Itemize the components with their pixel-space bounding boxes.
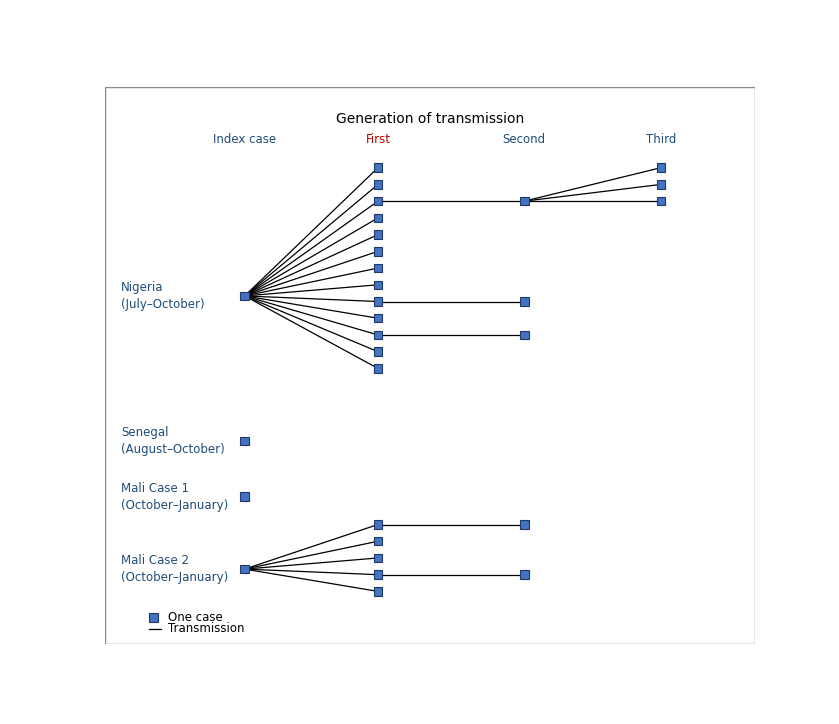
Bar bbox=[373, 197, 383, 206]
Text: Transmission: Transmission bbox=[168, 622, 244, 635]
Bar bbox=[373, 164, 383, 172]
Bar bbox=[520, 197, 529, 206]
Bar bbox=[373, 554, 383, 562]
Text: Third: Third bbox=[646, 133, 676, 146]
Bar bbox=[241, 292, 249, 300]
Bar bbox=[241, 565, 249, 573]
Bar bbox=[657, 197, 665, 206]
Bar bbox=[373, 348, 383, 356]
Bar bbox=[373, 571, 383, 579]
Bar bbox=[373, 587, 383, 596]
Bar bbox=[241, 437, 249, 445]
Text: Index case: Index case bbox=[213, 133, 276, 146]
Bar bbox=[241, 492, 249, 501]
Bar bbox=[373, 264, 383, 272]
Bar bbox=[657, 180, 665, 189]
Bar bbox=[373, 521, 383, 529]
Bar bbox=[373, 214, 383, 222]
Text: Mali Case 2
(October–January): Mali Case 2 (October–January) bbox=[121, 554, 228, 584]
Bar bbox=[373, 247, 383, 256]
Bar bbox=[373, 230, 383, 239]
Bar bbox=[373, 537, 383, 545]
Bar bbox=[373, 364, 383, 373]
Text: Generation of transmission: Generation of transmission bbox=[336, 112, 524, 126]
Bar bbox=[373, 281, 383, 289]
Bar bbox=[520, 331, 529, 339]
Text: Mali Case 1
(October–January): Mali Case 1 (October–January) bbox=[121, 481, 228, 512]
Bar bbox=[373, 180, 383, 189]
Bar bbox=[520, 571, 529, 579]
Text: Senegal
(August–October): Senegal (August–October) bbox=[121, 426, 225, 456]
Bar bbox=[520, 521, 529, 529]
Text: One case: One case bbox=[168, 611, 222, 624]
Bar bbox=[373, 298, 383, 306]
Text: Second: Second bbox=[503, 133, 546, 146]
Bar bbox=[149, 613, 158, 622]
Text: Nigeria
(July–October): Nigeria (July–October) bbox=[121, 281, 205, 311]
Bar bbox=[520, 298, 529, 306]
Text: First: First bbox=[366, 133, 390, 146]
Bar bbox=[657, 164, 665, 172]
Bar bbox=[373, 331, 383, 339]
Bar bbox=[373, 314, 383, 322]
